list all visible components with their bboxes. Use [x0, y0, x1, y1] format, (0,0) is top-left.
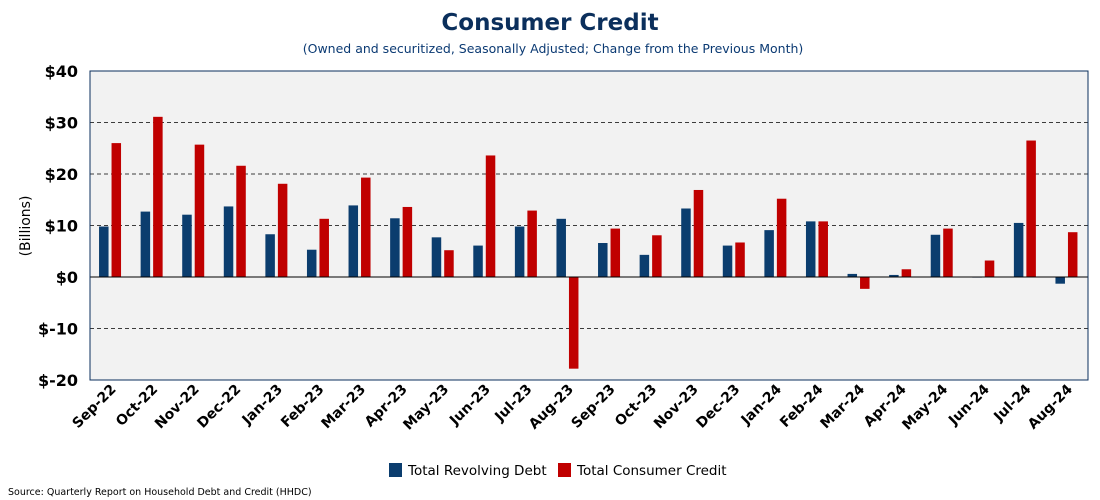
- bar-revolving-debt-apr-23: [390, 218, 400, 277]
- x-tick-label: May-23: [400, 382, 452, 434]
- y-tick-label: $40: [45, 62, 78, 81]
- bar-consumer-credit-nov-22: [194, 144, 205, 277]
- bar-revolving-debt-oct-22: [140, 211, 151, 277]
- bar-consumer-credit-jul-24: [1026, 140, 1036, 277]
- chart-subtitle: (Owned and securitized, Seasonally Adjus…: [303, 41, 804, 56]
- y-axis-ticks: $40 $30 $20 $10 $0 $-10 $-20: [38, 62, 78, 390]
- x-tick-label: Nov-22: [152, 382, 203, 433]
- bar-revolving-debt-apr-24: [889, 274, 899, 277]
- x-tick-label: Sep-23: [568, 382, 618, 432]
- bar-consumer-credit-may-23: [444, 250, 454, 277]
- bar-revolving-debt-nov-22: [182, 214, 192, 277]
- bar-revolving-debt-aug-23: [556, 218, 566, 277]
- x-tick-label: Dec-23: [693, 382, 743, 432]
- legend-label-consumer-credit: Total Consumer Credit: [576, 463, 727, 479]
- plot-border: [89, 70, 1089, 381]
- y-axis-label: (Billions): [18, 196, 34, 257]
- bar-consumer-credit-aug-24: [1067, 232, 1078, 277]
- legend-label-revolving: Total Revolving Debt: [407, 463, 547, 479]
- bar-revolving-debt-mar-24: [847, 273, 858, 277]
- grid-lines: [90, 122, 1088, 329]
- bar-revolving-debt-dec-23: [722, 245, 733, 277]
- bar-revolving-debt-feb-24: [805, 221, 816, 277]
- bar-consumer-credit-nov-23: [693, 189, 704, 277]
- bar-revolving-debt-jun-23: [473, 245, 483, 277]
- source-note: Source: Quarterly Report on Household De…: [8, 487, 312, 498]
- bar-consumer-credit-sep-22: [111, 143, 122, 277]
- y-tick-label: $-20: [38, 371, 78, 390]
- legend-swatch-consumer-credit: [558, 463, 571, 477]
- bar-revolving-debt-may-23: [431, 237, 442, 277]
- bar-consumer-credit-may-24: [943, 228, 953, 277]
- bar-consumer-credit-jun-23: [485, 155, 496, 277]
- bar-revolving-debt-jan-23: [265, 234, 275, 277]
- bar-consumer-credit-oct-22: [153, 116, 163, 277]
- legend-swatch-revolving: [389, 463, 402, 477]
- bar-consumer-credit-jan-24: [776, 198, 787, 277]
- bar-consumer-credit-jan-23: [277, 183, 288, 277]
- x-tick-label: Nov-23: [651, 382, 702, 433]
- bar-revolving-debt-mar-23: [348, 205, 359, 277]
- bar-consumer-credit-apr-23: [402, 206, 413, 277]
- bar-consumer-credit-feb-23: [319, 218, 329, 277]
- bar-consumer-credit-feb-24: [818, 221, 828, 277]
- bar-revolving-debt-dec-22: [223, 206, 234, 277]
- bar-consumer-credit-dec-23: [735, 242, 745, 277]
- bar-consumer-credit-aug-23: [568, 277, 579, 369]
- bar-revolving-debt-may-24: [930, 234, 941, 277]
- legend: Total Revolving Debt Total Consumer Cred…: [389, 463, 727, 479]
- bar-revolving-debt-sep-23: [598, 243, 608, 277]
- chart-title: Consumer Credit: [441, 10, 658, 36]
- bar-revolving-debt-jul-23: [514, 226, 525, 277]
- bar-consumer-credit-oct-23: [652, 235, 662, 277]
- bar-revolving-debt-feb-23: [306, 249, 317, 277]
- bar-consumer-credit-apr-24: [901, 269, 912, 277]
- bar-consumer-credit-dec-22: [236, 165, 246, 277]
- bar-consumer-credit-sep-23: [610, 228, 621, 277]
- x-tick-label: Mar-23: [319, 382, 370, 433]
- bar-consumer-credit-jun-24: [984, 260, 995, 277]
- bar-consumer-credit-jul-23: [527, 210, 537, 277]
- x-tick-label: Jan-23: [239, 382, 286, 429]
- bar-consumer-credit-mar-24: [860, 277, 870, 289]
- bar-revolving-debt-aug-24: [1055, 277, 1065, 284]
- x-tick-label: May-24: [899, 381, 951, 433]
- bars: [99, 116, 1078, 369]
- x-tick-label: Dec-22: [194, 382, 244, 432]
- bar-revolving-debt-jan-24: [764, 230, 774, 277]
- y-tick-label: $-10: [38, 320, 78, 339]
- bar-revolving-debt-oct-23: [639, 254, 650, 277]
- x-axis-ticks: Sep-22Oct-22Nov-22Dec-22Jan-23Feb-23Mar-…: [69, 381, 1076, 433]
- y-tick-label: $30: [45, 114, 78, 133]
- y-tick-label: $0: [56, 268, 78, 287]
- bar-revolving-debt-nov-23: [681, 208, 691, 277]
- bar-revolving-debt-sep-22: [99, 226, 109, 277]
- x-tick-label: Aug-23: [526, 382, 577, 433]
- y-tick-label: $20: [45, 165, 78, 184]
- bar-consumer-credit-mar-23: [361, 177, 371, 277]
- bar-revolving-debt-jul-24: [1013, 222, 1024, 277]
- x-tick-label: Jun-23: [446, 382, 494, 430]
- x-tick-label: Mar-24: [818, 381, 869, 432]
- y-tick-label: $10: [45, 217, 78, 236]
- x-tick-label: Jun-24: [945, 381, 993, 429]
- x-tick-label: Aug-24: [1025, 381, 1076, 432]
